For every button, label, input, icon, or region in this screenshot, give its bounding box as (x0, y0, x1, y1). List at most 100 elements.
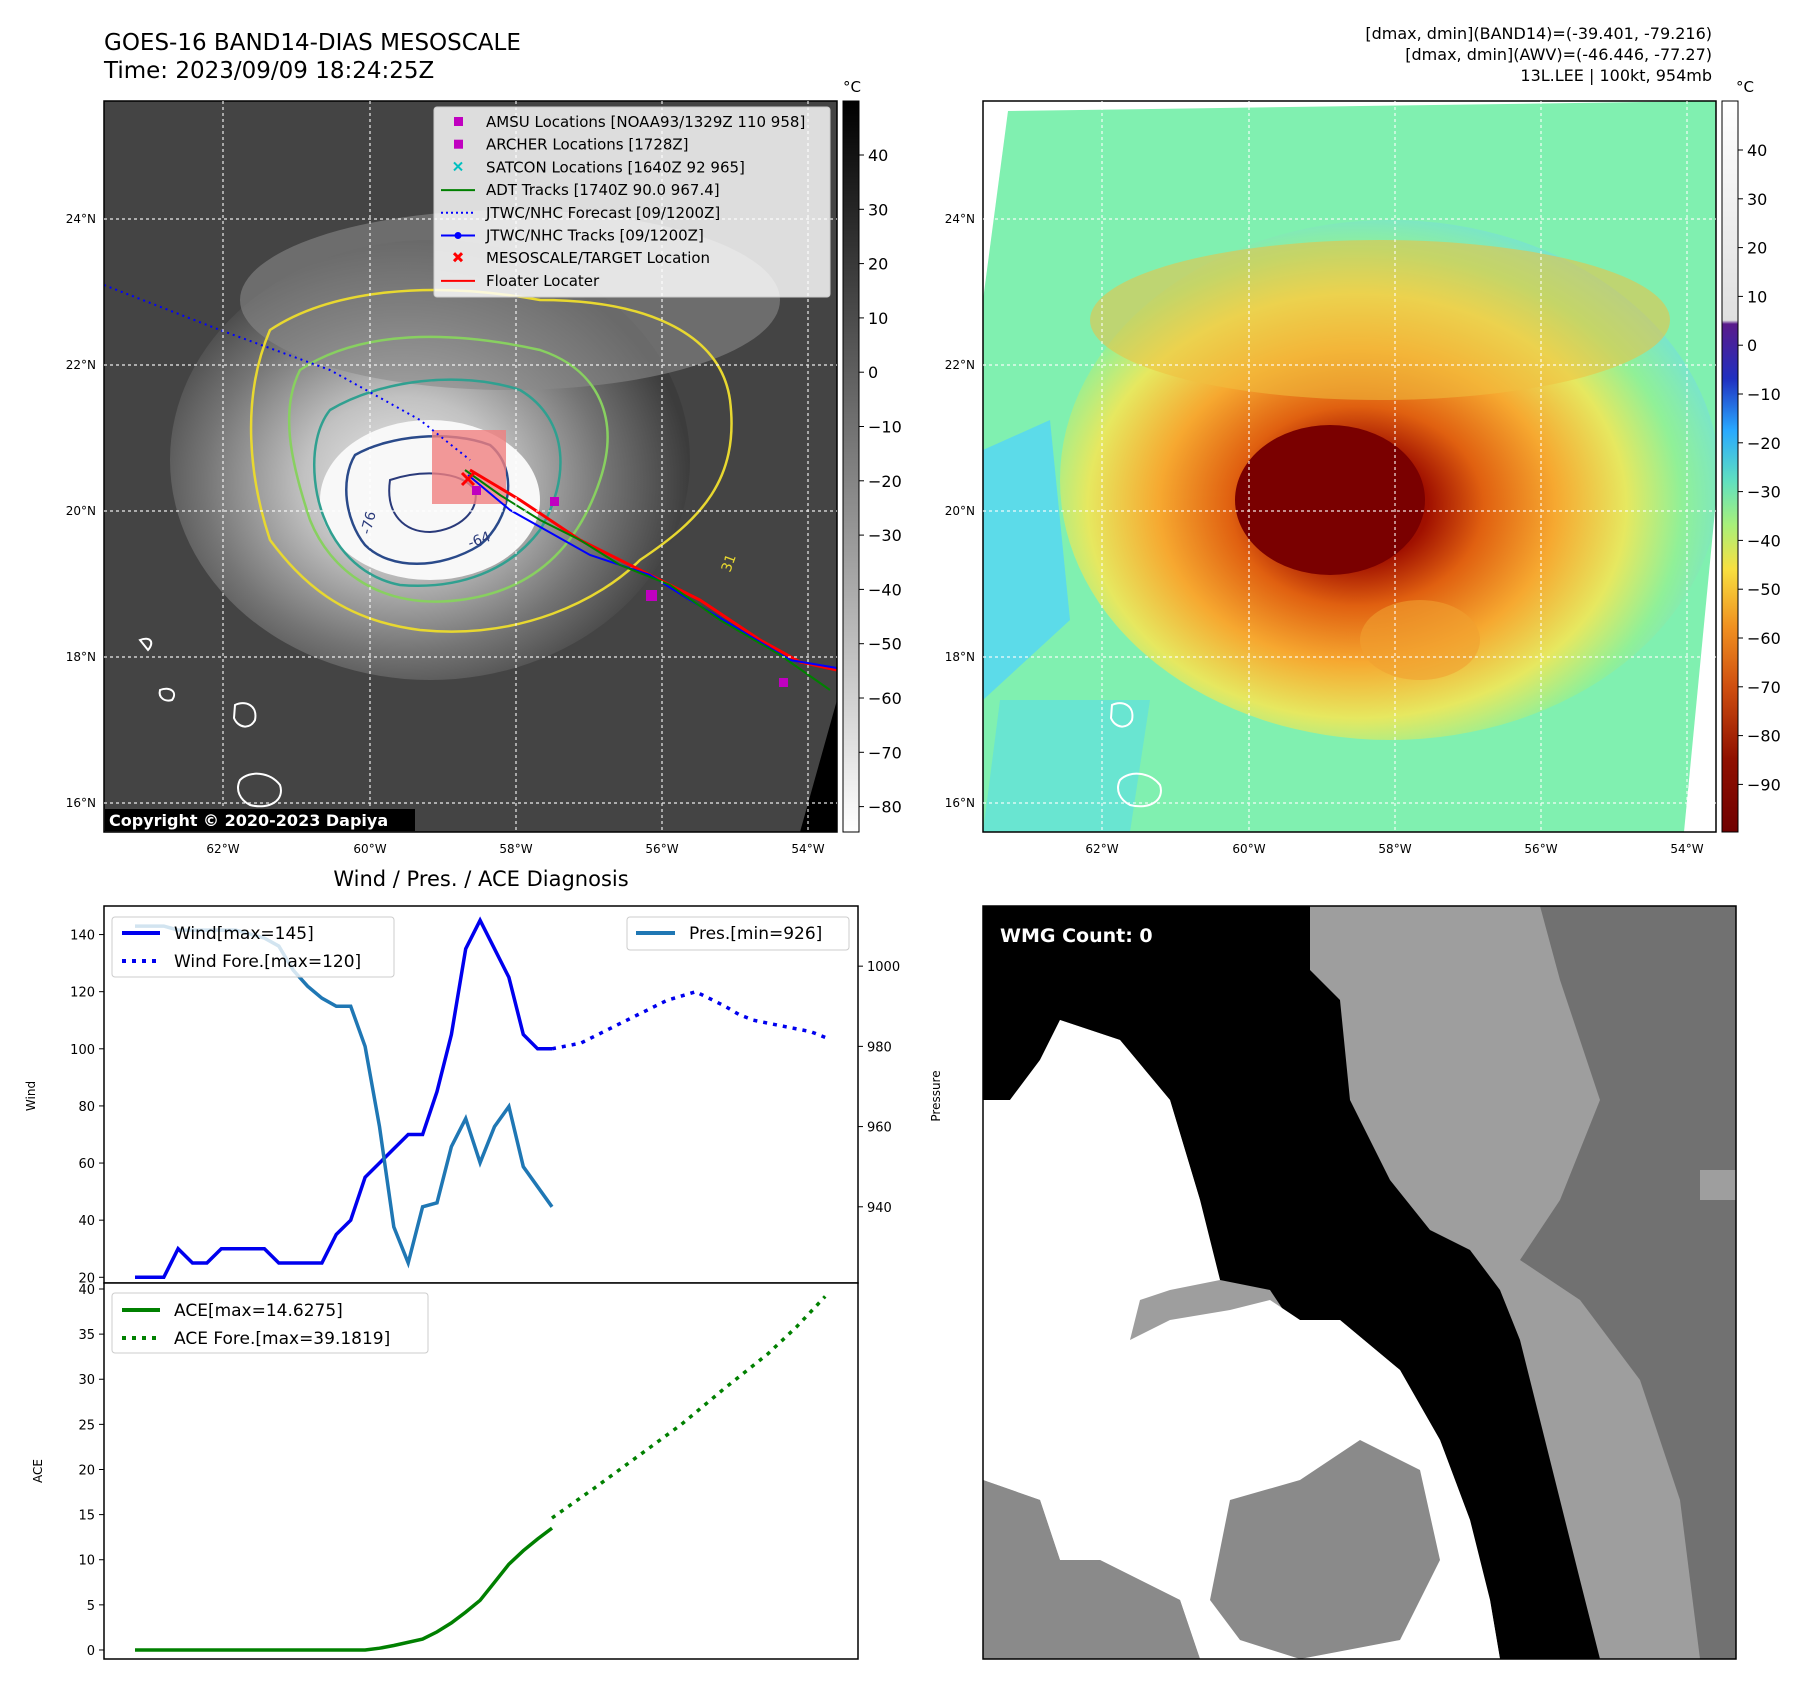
colorbar-tick-label: 40 (1747, 141, 1767, 160)
colorbar-tick-label: −60 (1747, 629, 1781, 648)
ace-ytick-label: 40 (78, 1283, 95, 1298)
wmg-panel: WMG Count: 0 (982, 905, 1737, 1660)
colorbar-tick-label: −50 (1747, 580, 1781, 599)
legend-item: AMSU Locations [NOAA93/1329Z 110 958] (454, 113, 805, 131)
legend-item: ADT Tracks [1740Z 90.0 967.4] (441, 181, 720, 199)
colorbar-tick-label: −90 (1747, 775, 1781, 794)
pressure-axis-label: Pressure (929, 1070, 943, 1121)
colorbar-tick-label: −40 (868, 580, 902, 599)
contour-label-minus76: -76 (358, 510, 379, 536)
ace-ytick-label: 20 (78, 1463, 95, 1478)
colorbar-tick-label: −20 (868, 472, 902, 491)
colorbar-tick-label: −60 (868, 689, 902, 708)
colorbar-tick-label: 30 (868, 200, 888, 219)
series-line-wind-fore (551, 989, 826, 1051)
ace-ytick-label: 30 (78, 1373, 95, 1388)
legend-label: Floater Locater (486, 272, 600, 290)
map1-lat-20: 20°N (66, 504, 96, 518)
legend-x-marker (453, 161, 463, 172)
diagnosis-title: Wind / Pres. / ACE Diagnosis (333, 867, 628, 891)
ace-ytick-label: 0 (87, 1644, 95, 1659)
legend-label: JTWC/NHC Tracks [09/1200Z] (485, 227, 704, 245)
colorbar-tick-label: −30 (1747, 483, 1781, 502)
legend-item: ARCHER Locations [1728Z] (454, 136, 689, 154)
colorbar-tick-label: −80 (868, 798, 902, 817)
legend-label: JTWC/NHC Forecast [09/1200Z] (485, 204, 720, 222)
map1-lat-24: 24°N (66, 212, 96, 226)
colorbar-tick-label: 30 (1747, 190, 1767, 209)
legend-item: SATCON Locations [1640Z 92 965] (453, 158, 745, 176)
gray-colorbar-unit: °C (843, 78, 861, 96)
ir-map-panel: -76 -64 31 (66, 100, 838, 856)
color-colorbar-unit: °C (1736, 78, 1754, 96)
colorbar-tick-label: −50 (868, 635, 902, 654)
wind-ytick-label: 60 (78, 1157, 95, 1172)
contour-label-minus64: -64 (466, 529, 493, 552)
colorbar-tick-label: 20 (1747, 239, 1767, 258)
wind-legend: Wind[max=145] Wind Fore.[max=120] (111, 916, 395, 978)
stats-awv: [dmax, dmin](AWV)=(-46.446, -77.27) (1405, 45, 1712, 64)
legend-label: SATCON Locations [1640Z 92 965] (486, 158, 745, 176)
legend-label: AMSU Locations [NOAA93/1329Z 110 958] (486, 113, 805, 131)
diagnosis-panel: Wind / Pres. / ACE Diagnosis Wind Pressu… (24, 867, 943, 1660)
wind-axis-label: Wind (24, 1081, 38, 1111)
colorbar-tick-label: −10 (868, 418, 902, 437)
colorbar-tick-label: 0 (868, 363, 878, 382)
map2-lon-56: 56°W (1524, 842, 1557, 856)
legend-label: ADT Tracks [1740Z 90.0 967.4] (486, 181, 720, 199)
stats-storm: 13L.LEE | 100kt, 954mb (1520, 66, 1712, 85)
wind-ytick-label: 120 (70, 986, 95, 1001)
map1-lon-58: 58°W (499, 842, 532, 856)
legend-ace: ACE[max=14.6275] (174, 1301, 343, 1321)
map1-lat-16: 16°N (66, 796, 96, 810)
legend-pres: Pres.[min=926] (689, 924, 822, 944)
map1-lon-54: 54°W (791, 842, 824, 856)
figure-title: GOES-16 BAND14-DIAS MESOSCALE (104, 30, 521, 56)
map2-lon-58: 58°W (1378, 842, 1411, 856)
map1-lat-22: 22°N (66, 358, 96, 372)
map2-lon-60: 60°W (1232, 842, 1265, 856)
map1-lon-62: 62°W (206, 842, 239, 856)
legend-ace-fore: ACE Fore.[max=39.1819] (174, 1329, 390, 1349)
color-colorbar: °C 40 30 20 10 0 −10 −20 −30 −40 −50 −60 −70 −80 −90 (1721, 78, 1781, 833)
map-legend: AMSU Locations [NOAA93/1329Z 110 958] ARC… (433, 106, 831, 298)
ace-ytick-label: 35 (78, 1328, 95, 1343)
contour-label-31: 31 (719, 552, 740, 574)
map2-lat-16: 16°N (945, 796, 975, 810)
colorbar-tick-label: 10 (1747, 287, 1767, 306)
wind-ytick-label: 40 (78, 1214, 95, 1229)
figure-time: Time: 2023/09/09 18:24:25Z (103, 58, 434, 84)
legend-dot-marker (454, 232, 462, 239)
series-line-ace (135, 1526, 554, 1652)
legend-square-marker (454, 139, 463, 149)
pres-ytick-label: 1000 (867, 960, 900, 975)
ace-ytick-label: 10 (78, 1554, 95, 1569)
legend-item: Floater Locater (441, 272, 600, 290)
ace-legend: ACE[max=14.6275] ACE Fore.[max=39.1819] (111, 1292, 429, 1354)
legend-label: MESOSCALE/TARGET Location (486, 249, 710, 267)
legend-wind-fore: Wind Fore.[max=120] (174, 952, 361, 972)
legend-item: MESOSCALE/TARGET Location (452, 249, 710, 267)
map2-lat-24: 24°N (945, 212, 975, 226)
colorbar-tick-label: −70 (868, 743, 902, 762)
copyright-label: Copyright © 2020-2023 Dapiya (109, 811, 388, 830)
series-line-wind (135, 916, 552, 1280)
legend-square-marker (454, 117, 463, 126)
gray-colorbar: °C 40 30 20 10 0 −10 −20 −30 −40 −50 −60 −70 −80 (842, 78, 902, 833)
color-map-panel: 24°N 22°N 20°N 18°N 16°N 62°W 60°W 58°W … (945, 100, 1717, 856)
pres-ytick-label: 940 (867, 1201, 892, 1216)
colorbar-tick-label: −40 (1747, 531, 1781, 550)
colorbar-tick-label: 0 (1747, 336, 1757, 355)
map1-lon-60: 60°W (353, 842, 386, 856)
legend-label: ARCHER Locations [1728Z] (486, 136, 689, 154)
wmg-count-label: WMG Count: 0 (1000, 925, 1153, 947)
stats-band14: [dmax, dmin](BAND14)=(-39.401, -79.216) (1365, 24, 1712, 43)
legend-wind: Wind[max=145] (174, 924, 314, 944)
wind-ytick-label: 100 (70, 1043, 95, 1058)
colorbar-tick-label: 40 (868, 146, 888, 165)
pres-legend: Pres.[min=926] (626, 916, 850, 951)
colorbar-tick-label: −80 (1747, 727, 1781, 746)
map1-lon-56: 56°W (645, 842, 678, 856)
wind-ytick-label: 140 (70, 929, 95, 944)
